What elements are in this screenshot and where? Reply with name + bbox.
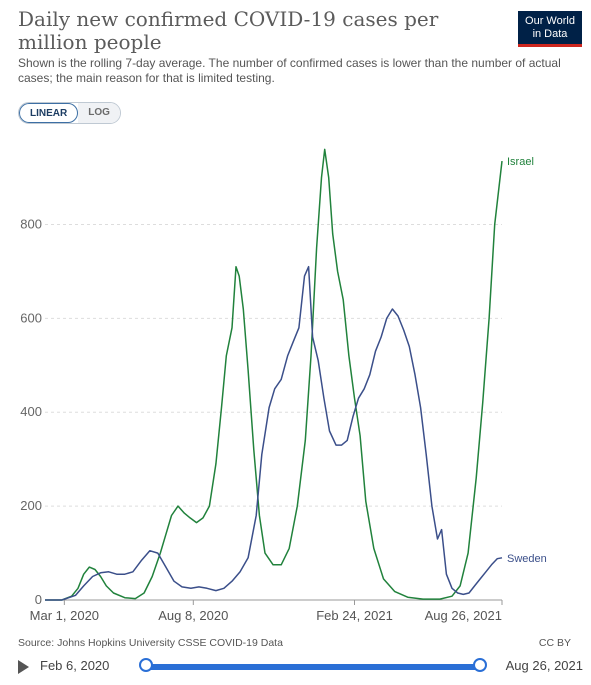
- series-label-sweden[interactable]: Sweden: [507, 553, 547, 565]
- owid-logo[interactable]: Our World in Data: [518, 11, 582, 47]
- x-tick-label: Aug 26, 2021: [425, 608, 502, 623]
- y-tick-label: 0: [35, 592, 42, 607]
- scale-toggle[interactable]: LINEAR LOG: [18, 102, 121, 124]
- gridlines: [45, 223, 502, 601]
- series-lines: [45, 148, 503, 601]
- x-tick-label: Feb 24, 2021: [316, 608, 393, 623]
- timeline-end-handle[interactable]: [473, 658, 487, 672]
- series-label-israel[interactable]: Israel: [507, 156, 534, 168]
- chart-subtitle: Shown is the rolling 7-day average. The …: [18, 56, 561, 85]
- y-axis-ticks: 0 200 400 600 800: [20, 216, 42, 607]
- chart-title: Daily new confirmed COVID-19 cases per m…: [18, 7, 439, 54]
- x-tick-label: Mar 1, 2020: [30, 608, 99, 623]
- timeline-start-date: Feb 6, 2020: [40, 658, 110, 673]
- linear-scale-button[interactable]: LINEAR: [19, 103, 79, 123]
- x-axis-ticks: Mar 1, 2020 Aug 8, 2020 Feb 24, 2021 Aug 26…: [30, 600, 503, 623]
- y-tick-label: 400: [20, 404, 42, 419]
- series-line-sweden[interactable]: [45, 265, 503, 601]
- timeline-end-date: Aug 26, 2021: [505, 658, 583, 673]
- source-note[interactable]: Source: Johns Hopkins University CSSE CO…: [18, 637, 283, 649]
- y-tick-label: 600: [20, 310, 42, 325]
- x-tick-label: Aug 8, 2020: [158, 608, 228, 623]
- log-scale-button[interactable]: LOG: [78, 103, 120, 123]
- timeline-start-handle[interactable]: [139, 658, 153, 672]
- timeline-track[interactable]: [145, 664, 480, 670]
- y-tick-label: 800: [20, 216, 42, 231]
- timeline-slider[interactable]: Feb 6, 2020 Aug 26, 2021: [18, 655, 583, 679]
- line-chart: 0 200 400 600 800 Mar 1, 2020 Aug 8, 2020 Feb …: [20, 148, 547, 623]
- play-icon[interactable]: [18, 660, 29, 674]
- y-tick-label: 200: [20, 498, 42, 513]
- series-line-israel[interactable]: [45, 148, 503, 601]
- series-labels: Israel Sweden: [507, 156, 547, 565]
- logo-line-1: Our World: [525, 15, 575, 27]
- license-label[interactable]: CC BY: [538, 637, 571, 649]
- logo-line-2: in Data: [532, 28, 568, 40]
